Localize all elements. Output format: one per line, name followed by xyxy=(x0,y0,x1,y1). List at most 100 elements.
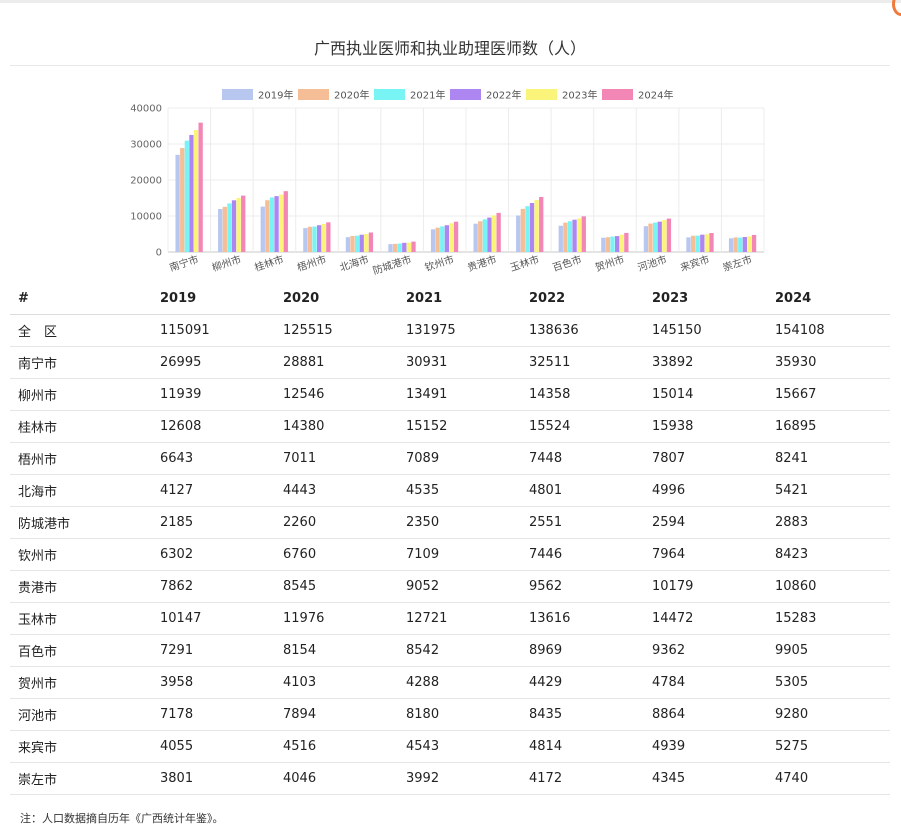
table-cell: 13491 xyxy=(398,378,521,411)
x-tick-label: 河池市 xyxy=(636,252,669,274)
table-cell: 11976 xyxy=(275,602,398,635)
corner-logo-icon xyxy=(892,0,901,18)
table-cell: 10147 xyxy=(152,602,275,635)
bar xyxy=(354,235,360,252)
footnote: 注：人口数据摘自历年《广西统计年鉴》。 xyxy=(20,812,224,825)
table-cell: 8435 xyxy=(521,698,644,731)
table-cell: 4046 xyxy=(275,762,398,795)
table-cell: 138636 xyxy=(521,314,644,347)
table-cell: 5305 xyxy=(767,666,890,699)
bar xyxy=(601,237,606,252)
y-tick-label: 0 xyxy=(156,248,162,259)
table-cell: 7862 xyxy=(152,570,275,603)
top-border xyxy=(0,0,901,3)
bar xyxy=(534,199,539,252)
bar xyxy=(686,237,691,252)
table-cell: 7178 xyxy=(152,698,275,731)
table-cell: 4740 xyxy=(767,762,890,795)
bar xyxy=(279,194,284,252)
bar xyxy=(487,217,492,252)
table-cell: 14358 xyxy=(521,378,644,411)
table-cell: 2260 xyxy=(275,506,398,539)
table-cell: 7089 xyxy=(398,442,521,475)
column-header: 2021 xyxy=(398,282,521,315)
bar xyxy=(666,218,672,252)
x-tick-label: 贵港市 xyxy=(466,252,499,274)
table-cell: 4127 xyxy=(152,474,275,507)
table-cell: 7109 xyxy=(398,538,521,571)
column-header: # xyxy=(10,282,152,315)
table-cell: 9362 xyxy=(644,634,767,667)
legend-label: 2020年 xyxy=(334,89,369,102)
x-tick-label: 桂林市 xyxy=(253,252,286,274)
table-cell: 115091 xyxy=(152,314,275,347)
row-label: 南宁市 xyxy=(10,346,152,379)
bar xyxy=(269,197,275,252)
table-cell: 6760 xyxy=(275,538,398,571)
bar xyxy=(359,234,364,252)
row-label: 崇左市 xyxy=(10,762,152,795)
table-cell: 16895 xyxy=(767,410,890,443)
table-cell: 15014 xyxy=(644,378,767,411)
legend-swatch xyxy=(450,89,481,100)
bar xyxy=(563,222,568,252)
bar xyxy=(265,200,270,252)
table-cell: 5275 xyxy=(767,730,890,763)
legend-label: 2019年 xyxy=(258,89,293,102)
bar xyxy=(222,206,227,252)
bar xyxy=(751,234,757,252)
table-cell: 35930 xyxy=(767,346,890,379)
table-row: 防城港市 2185 2260 2350 2551 2594 2883 xyxy=(10,506,890,539)
bar xyxy=(695,235,700,252)
table-cell: 8423 xyxy=(767,538,890,571)
table-cell: 9562 xyxy=(521,570,644,603)
bar xyxy=(444,225,450,252)
bar xyxy=(529,202,535,252)
table-cell: 4939 xyxy=(644,730,767,763)
x-tick-label: 贺州市 xyxy=(593,252,626,274)
table-cell: 4801 xyxy=(521,474,644,507)
bar xyxy=(747,236,752,252)
bar xyxy=(657,221,662,252)
table-cell: 4429 xyxy=(521,666,644,699)
bar xyxy=(231,200,237,252)
bar xyxy=(662,220,667,252)
table-row: 河池市 7178 7894 8180 8435 8864 9280 xyxy=(10,698,890,731)
bar xyxy=(615,236,620,252)
column-header: 2023 xyxy=(644,282,767,315)
table-cell: 9280 xyxy=(767,698,890,731)
table-cell: 5421 xyxy=(767,474,890,507)
bar xyxy=(709,233,714,252)
bar xyxy=(690,235,696,252)
table-cell: 9052 xyxy=(398,570,521,603)
table-row: 柳州市 11939 12546 13491 14358 15014 15667 xyxy=(10,378,890,411)
row-label: 防城港市 xyxy=(10,506,152,539)
x-tick-label: 来宾市 xyxy=(679,252,712,274)
y-tick-label: 40000 xyxy=(130,104,162,115)
table-cell: 4443 xyxy=(275,474,398,507)
table-cell: 14380 xyxy=(275,410,398,443)
bar xyxy=(411,241,416,252)
table-cell: 3801 xyxy=(152,762,275,795)
legend-label: 2022年 xyxy=(486,89,521,102)
bar xyxy=(581,216,586,252)
table-cell: 26995 xyxy=(152,346,275,379)
bar xyxy=(520,208,525,252)
row-label: 梧州市 xyxy=(10,442,152,475)
bar xyxy=(180,148,185,252)
table-cell: 7964 xyxy=(644,538,767,571)
row-label: 全 区 xyxy=(10,314,152,347)
table-cell: 8542 xyxy=(398,634,521,667)
table-cell: 11939 xyxy=(152,378,275,411)
bar xyxy=(453,221,459,252)
row-label: 百色市 xyxy=(10,634,152,667)
table-cell: 12721 xyxy=(398,602,521,635)
table-cell: 7291 xyxy=(152,634,275,667)
table-cell: 32511 xyxy=(521,346,644,379)
legend-label: 2021年 xyxy=(410,89,445,102)
table-cell: 154108 xyxy=(767,314,890,347)
table-cell: 6643 xyxy=(152,442,275,475)
row-label: 贺州市 xyxy=(10,666,152,699)
bar xyxy=(184,140,189,252)
table-cell: 4784 xyxy=(644,666,767,699)
